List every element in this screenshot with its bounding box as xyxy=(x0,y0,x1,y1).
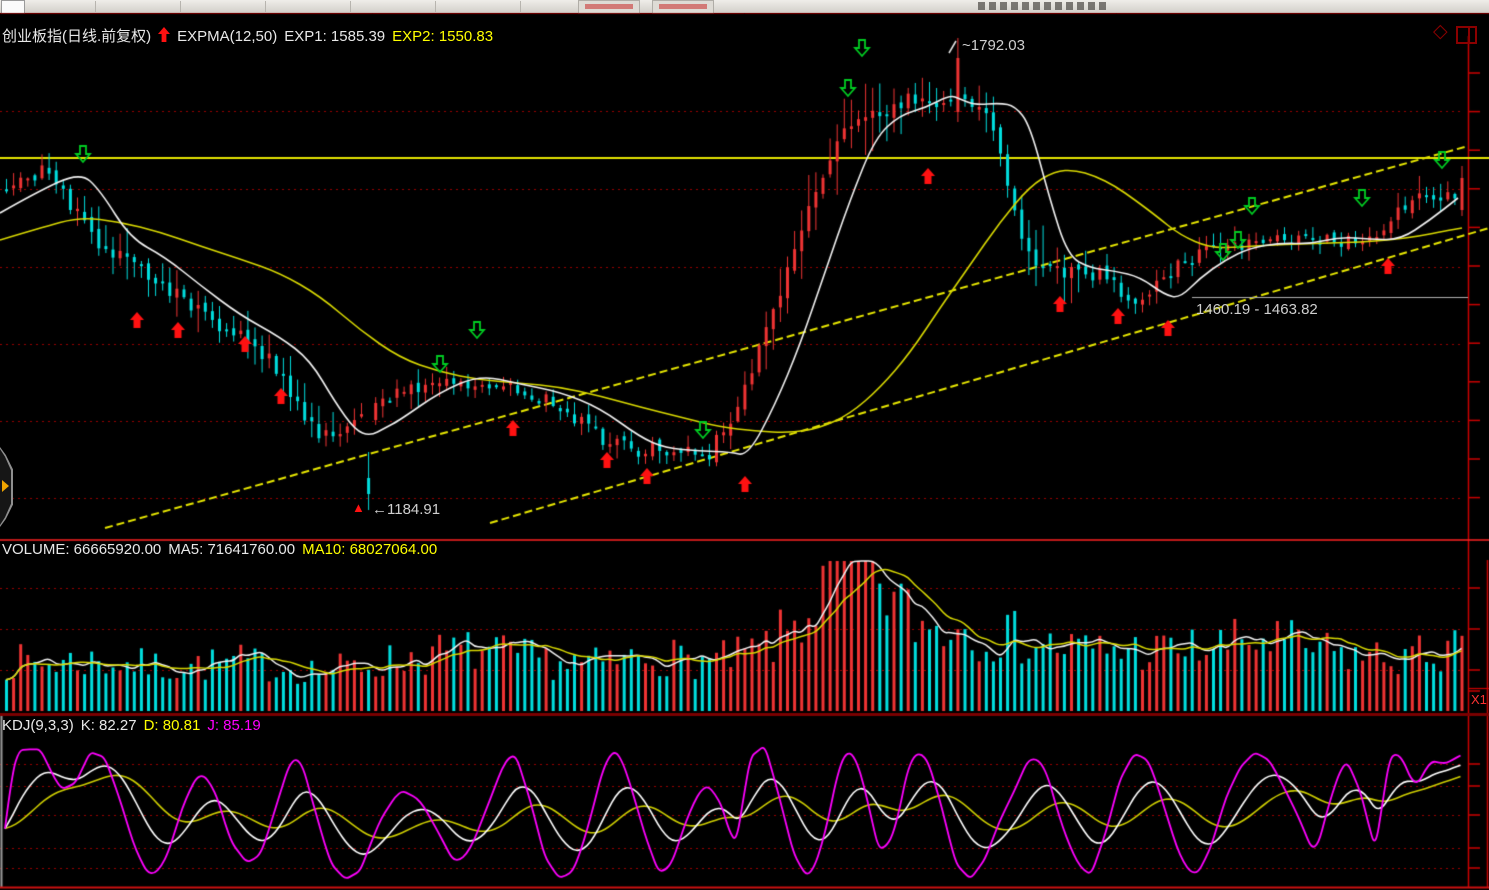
kdj-j-value: J: 85.19 xyxy=(207,717,261,734)
x1-scale-label: X1 xyxy=(1471,692,1487,707)
kdj-panel-region[interactable] xyxy=(0,716,1489,890)
main-chart-header: 创业板指(日线.前复权) EXPMA(12,50) EXP1: 1585.39 … xyxy=(2,27,493,46)
volume-ma10-value: MA10: 68027064.00 xyxy=(302,541,438,558)
low-marker-icon: ▲ xyxy=(352,500,365,515)
expand-arrow-icon xyxy=(2,480,9,492)
kdj-header: KDJ(9,3,3) K: 82.27 D: 80.81 J: 85.19 xyxy=(2,717,261,734)
kdj-name: KDJ(9,3,3) xyxy=(2,717,74,734)
volume-header: VOLUME: 66665920.00 MA5: 71641760.00 MA1… xyxy=(2,541,437,558)
main-chart-region[interactable] xyxy=(0,13,1489,540)
exp2-value: EXP2: 1550.83 xyxy=(392,28,494,45)
symbol-title: 创业板指(日线.前复权) xyxy=(2,28,152,45)
kdj-k-value: K: 82.27 xyxy=(80,717,137,734)
kdj-d-value: D: 80.81 xyxy=(143,717,201,734)
low-annotation: ←1184.91 xyxy=(372,501,441,518)
diamond-icon[interactable]: ◇ xyxy=(1433,21,1448,42)
volume-panel-region[interactable] xyxy=(0,541,1489,713)
volume-ma5-value: MA5: 71641760.00 xyxy=(168,541,296,558)
panel-expand-handle[interactable] xyxy=(0,447,13,527)
indicator-label: EXPMA(12,50) xyxy=(177,28,278,45)
high-annotation: ~1792.03 xyxy=(962,37,1025,54)
volume-value: VOLUME: 66665920.00 xyxy=(2,541,162,558)
up-arrow-icon xyxy=(158,27,171,46)
exp1-value: EXP1: 1585.39 xyxy=(284,28,386,45)
window-split-icon[interactable] xyxy=(1456,26,1477,44)
range-annotation: 1460.19 - 1463.82 xyxy=(1196,301,1318,318)
